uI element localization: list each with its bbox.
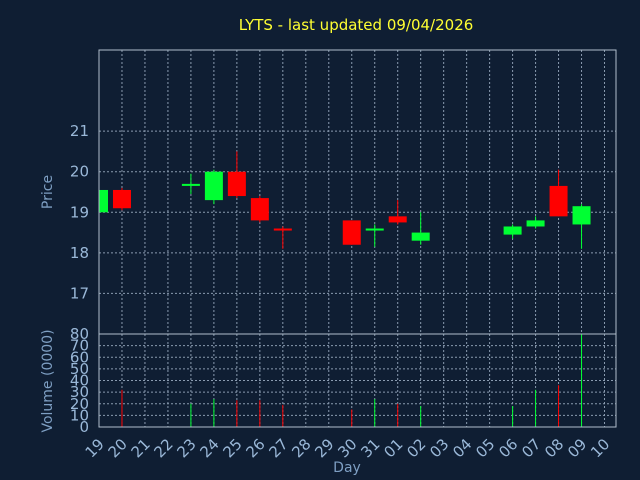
volume-tick-label: 20	[70, 395, 89, 413]
candle-body	[181, 183, 200, 186]
volume-grid	[98, 333, 616, 428]
candles	[98, 151, 591, 249]
x-axis-label: Day	[333, 460, 361, 476]
volume-tick-label: 30	[70, 383, 89, 401]
price-tick-label: 19	[70, 203, 89, 221]
candle-body	[411, 232, 430, 241]
volume-axis-label: Volume (0000)	[40, 329, 56, 432]
candle-body	[250, 198, 269, 221]
price-grid	[98, 50, 616, 334]
candle-body	[112, 189, 131, 209]
volume-tick-label: 80	[70, 325, 89, 343]
chart-title: LYTS - last updated 09/04/2026	[239, 16, 474, 34]
candle-body	[503, 226, 522, 235]
price-axis-label: Price	[40, 175, 56, 209]
candle-body	[204, 171, 223, 201]
candle-body	[526, 220, 545, 227]
price-tick-label: 17	[70, 284, 89, 302]
price-tick-label: 20	[70, 163, 89, 181]
candle-body	[342, 220, 361, 245]
volume-tick-label: 70	[70, 337, 89, 355]
volume-tick-label: 40	[70, 372, 89, 390]
volume-tick-label: 60	[70, 348, 89, 366]
price-tick-label: 18	[70, 244, 89, 262]
price-panel-frame	[98, 49, 617, 335]
candle-body	[388, 216, 407, 223]
x-tick-label: 10	[587, 435, 613, 461]
volume-panel-frame	[98, 333, 617, 428]
candle-body	[99, 189, 108, 213]
volume-tick-label: 0	[79, 418, 89, 436]
candle-body	[365, 228, 384, 231]
price-tick-label: 21	[70, 122, 89, 140]
volume-bars	[121, 334, 583, 427]
price-ticks: 17 18 19 20 21	[70, 122, 89, 302]
candle-body	[273, 228, 292, 231]
candle-body	[227, 171, 246, 197]
volume-tick-label: 50	[70, 360, 89, 378]
x-ticks: 1920212223242526272829303101020304050607…	[82, 435, 614, 461]
candle-body	[572, 206, 591, 225]
volume-tick-label: 10	[70, 406, 89, 424]
candle-body	[549, 185, 568, 217]
